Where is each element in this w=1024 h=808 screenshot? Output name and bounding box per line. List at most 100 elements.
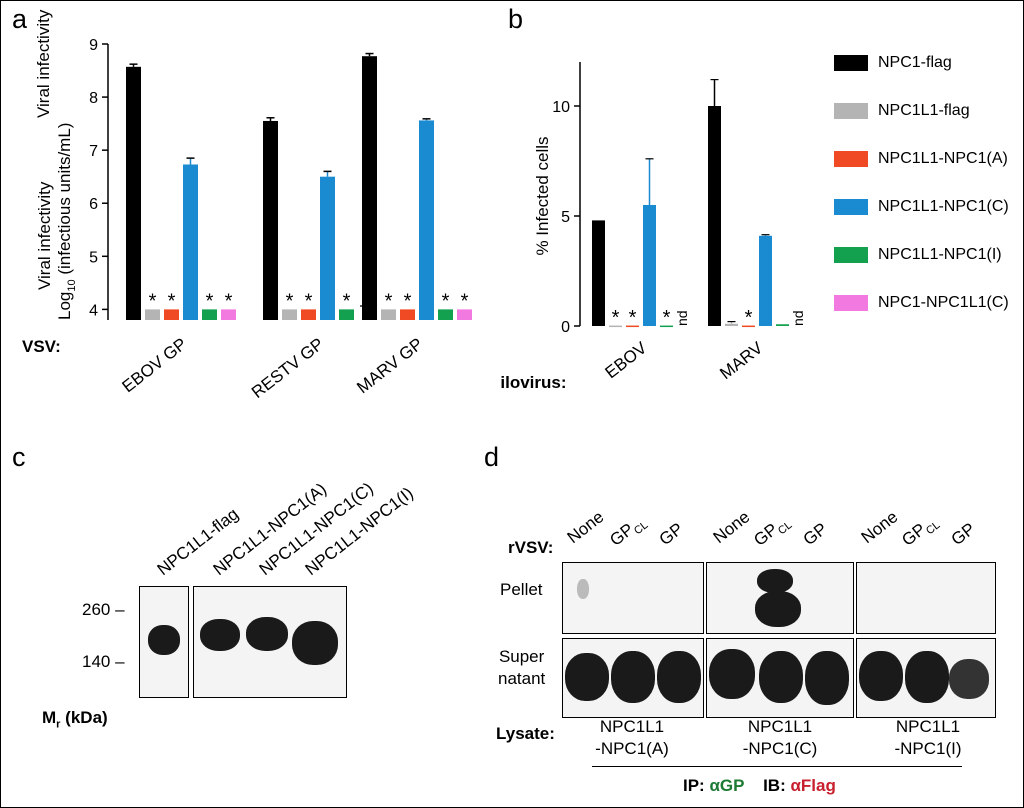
legend-label: NPC1L1-flag	[878, 102, 970, 119]
a-ytick-label: 8	[89, 90, 98, 107]
d-super-band-7	[859, 651, 903, 701]
a-bar	[263, 120, 278, 320]
legend-item: NPC1-flag	[834, 52, 952, 74]
b-category-label: MARV	[716, 338, 767, 383]
legend-item: NPC1-NPC1L1(C)	[834, 292, 1009, 314]
b-bar	[643, 205, 656, 326]
b-star-mark: *	[663, 307, 671, 329]
panel-letter-a: a	[12, 4, 28, 34]
legend-label: NPC1L1-NPC1(I)	[878, 246, 1002, 263]
legend: NPC1-flag NPC1L1-flag NPC1L1-NPC1(A) NPC1L1…	[834, 52, 1024, 342]
a-bar	[202, 309, 217, 320]
a-ylabel-line1-svg: Viral infectivity	[35, 181, 54, 290]
legend-swatch	[834, 199, 868, 215]
a-ylabel-line2: Log10 (infectious units/mL)	[55, 123, 78, 320]
b-bar	[776, 324, 789, 326]
b-bar	[609, 325, 622, 328]
d-super-band-9	[949, 659, 989, 699]
a-bar	[320, 176, 335, 320]
d-pellet-band	[755, 591, 801, 627]
d-ip-ib: IP: αGP IB: αFlag	[683, 776, 836, 795]
b-bar	[759, 235, 772, 326]
a-star-mark: *	[404, 290, 412, 312]
c-marker-260: 260 –	[82, 600, 125, 619]
legend-swatch	[834, 295, 868, 311]
b-ytick-label: 5	[561, 209, 570, 226]
a-bar	[282, 309, 297, 320]
b-nd-mark: nd	[790, 310, 806, 326]
a-bar	[126, 66, 141, 320]
b-ylabel: % Infected cells	[533, 136, 552, 255]
d-super-band-6	[805, 651, 849, 705]
a-ytick-label: 6	[89, 196, 98, 213]
b-star-mark: *	[745, 307, 753, 329]
d-super-band-3	[657, 651, 701, 703]
a-bar	[221, 309, 236, 320]
b-ytick-label: 0	[561, 319, 570, 336]
d-super-band-5	[759, 651, 803, 703]
d-super-blot-3	[856, 638, 996, 718]
d-super-band-4	[709, 649, 755, 699]
d-pellet-band-top	[757, 569, 793, 593]
d-super-band-2	[611, 651, 655, 703]
a-category-label: MARV GP	[353, 334, 426, 397]
a-star-mark: *	[168, 290, 176, 312]
d-pellet-blot-2	[706, 562, 854, 634]
legend-item: NPC1L1-flag	[834, 100, 970, 122]
a-bar	[339, 309, 354, 320]
c-band-4	[292, 621, 338, 665]
a-bar	[419, 120, 434, 320]
legend-label: NPC1-NPC1L1(C)	[878, 294, 1009, 311]
a-ytick-label: 9	[89, 37, 98, 54]
legend-swatch	[834, 55, 868, 71]
d-lysate-3: NPC1L1 -NPC1(I)	[894, 717, 962, 758]
a-star-mark: *	[442, 290, 450, 312]
d-super-blot-1	[562, 638, 704, 718]
a-category-label: EBOV GP	[118, 334, 190, 396]
c-band-2	[200, 619, 240, 651]
b-bar	[626, 325, 639, 328]
legend-item: NPC1L1-NPC1(I)	[834, 244, 1002, 266]
a-bar	[362, 56, 377, 320]
a-star-mark: *	[149, 290, 157, 312]
d-pellet-blot-1	[562, 562, 704, 634]
b-category-label: EBOV	[602, 338, 651, 382]
a-ytick-label: 5	[89, 249, 98, 266]
panel-letter-b: b	[508, 4, 524, 34]
b-bar	[708, 106, 721, 326]
legend-label: NPC1L1-NPC1(C)	[878, 198, 1009, 215]
a-bar	[438, 309, 453, 320]
b-bar	[592, 220, 605, 326]
a-ytick-label: 7	[89, 143, 98, 160]
panel-letter-c: c	[12, 442, 26, 472]
a-ytick-label: 4	[89, 302, 98, 319]
b-nd-mark: nd	[674, 310, 690, 326]
a-bar	[164, 309, 179, 320]
a-star-mark: *	[385, 290, 393, 312]
a-bar	[145, 309, 160, 320]
b-group-title: Filovirus:	[500, 373, 567, 392]
d-underline	[592, 766, 962, 767]
legend-swatch	[834, 151, 868, 167]
c-mr-label: Mr (kDa)	[42, 708, 108, 731]
legend-swatch	[834, 247, 868, 263]
d-row-supernatant: Super natant	[498, 647, 546, 688]
a-star-mark: *	[305, 290, 313, 312]
b-bar	[742, 325, 755, 328]
d-row-pellet: Pellet	[500, 580, 543, 599]
c-marker-140: 140 –	[82, 652, 125, 671]
a-bar	[183, 164, 198, 320]
b-bar	[660, 325, 673, 328]
c-blot-right	[193, 586, 347, 698]
a-ylabel-line1: Viral infectivity	[34, 9, 53, 118]
a-star-mark: *	[343, 290, 351, 312]
d-super-blot-2	[706, 638, 854, 718]
b-star-mark: *	[612, 307, 620, 329]
d-pellet-blot-3	[856, 562, 996, 634]
c-band-1	[148, 625, 180, 655]
d-super-band-1	[565, 653, 609, 701]
a-nd-mark: nd	[357, 304, 373, 320]
legend-label: NPC1-flag	[878, 54, 952, 71]
legend-swatch	[834, 103, 868, 119]
